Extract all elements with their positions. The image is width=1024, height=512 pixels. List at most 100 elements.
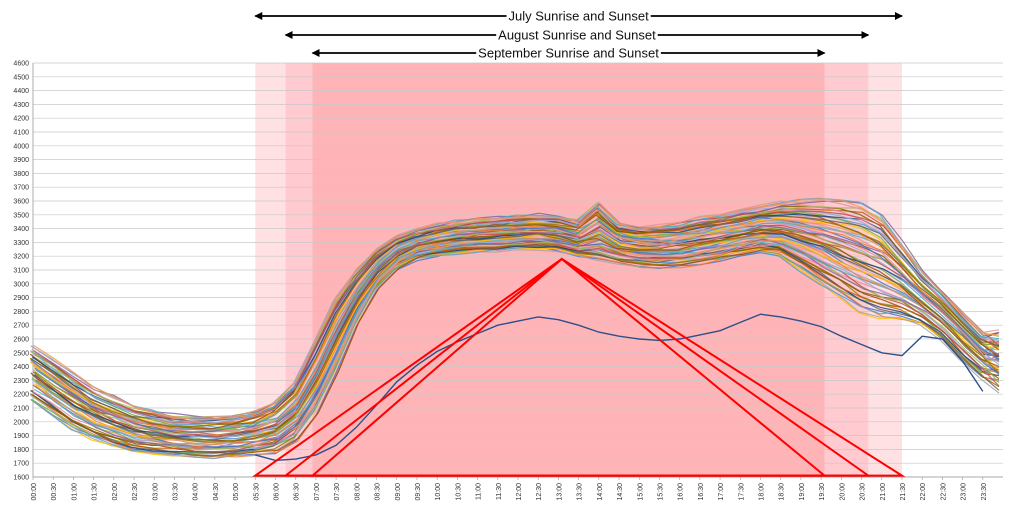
- daily-series-line: [34, 215, 1000, 431]
- annotation-label-3: September Sunrise and Sunset: [478, 46, 659, 61]
- x-tick-label: 20:30: [860, 483, 867, 501]
- sunrise-sunset-annotations: July Sunrise and Sunset August Sunrise an…: [254, 8, 903, 61]
- x-tick-label: 09:30: [415, 483, 422, 501]
- x-tick-label: 05:30: [253, 483, 260, 501]
- daily-series-line: [34, 233, 1000, 448]
- x-tick-label: 06:00: [274, 483, 281, 501]
- solar-triangle-3: [309, 257, 828, 477]
- x-axis: 00:00 00:30 01:00 01:30 02:00 02:30 03:00 03:30…: [31, 477, 988, 501]
- x-tick-label: 08:30: [375, 483, 382, 501]
- x-tick-label: 16:30: [698, 483, 705, 501]
- x-tick-label: 23:30: [981, 483, 988, 501]
- y-tick-label: 3400: [13, 226, 29, 233]
- y-tick-label: 1900: [13, 433, 29, 440]
- x-tick-label: 15:30: [657, 483, 664, 501]
- y-tick-label: 3200: [13, 254, 29, 261]
- x-tick-label: 22:30: [940, 483, 947, 501]
- x-tick-label: 11:30: [496, 483, 503, 500]
- daily-series-line: [31, 228, 1000, 441]
- y-tick-label: 3700: [13, 185, 29, 192]
- y-tick-label: 2900: [13, 295, 29, 302]
- x-tick-label: 23:00: [961, 483, 968, 501]
- x-tick-label: 12:00: [516, 483, 523, 501]
- y-tick-label: 4200: [13, 116, 29, 123]
- y-tick-label: 3500: [13, 212, 29, 219]
- daily-series-line: [29, 212, 1000, 428]
- x-tick-label: 16:00: [678, 483, 685, 501]
- x-tick-label: 01:30: [92, 483, 99, 501]
- x-tick-label: 02:30: [132, 483, 139, 501]
- daily-series-line: [34, 213, 1000, 428]
- y-tick-label: 3000: [13, 281, 29, 288]
- y-tick-label: 3600: [13, 199, 29, 206]
- x-tick-label: 14:30: [617, 483, 624, 501]
- x-tick-label: 21:00: [880, 483, 887, 501]
- x-tick-label: 18:30: [779, 483, 786, 501]
- y-tick-label: 3900: [13, 157, 29, 164]
- daily-series-line: [30, 247, 1000, 460]
- x-tick-label: 17:30: [738, 483, 745, 501]
- x-tick-label: 17:00: [718, 483, 725, 501]
- y-tick-label: 1600: [13, 475, 29, 482]
- x-tick-label: 07:30: [334, 483, 341, 501]
- x-tick-label: 04:30: [213, 483, 220, 501]
- y-tick-label: 4000: [13, 143, 29, 150]
- x-tick-label: 18:00: [759, 483, 766, 501]
- series-lines: [29, 197, 1000, 460]
- x-tick-label: 14:00: [597, 483, 604, 501]
- x-tick-label: 19:00: [799, 483, 806, 501]
- x-tick-label: 21:30: [900, 483, 907, 501]
- x-tick-label: 02:00: [112, 483, 119, 501]
- y-tick-label: 2500: [13, 350, 29, 357]
- annotation-label-2: August Sunrise and Sunset: [498, 28, 656, 43]
- daily-series-line: [32, 199, 1000, 420]
- annotation-label-bg: [506, 8, 651, 23]
- x-tick-label: 03:00: [152, 483, 159, 501]
- daily-series-line: [30, 205, 1000, 424]
- x-tick-label: 19:30: [819, 483, 826, 501]
- x-tick-label: 13:30: [577, 483, 584, 501]
- y-tick-label: 2000: [13, 419, 29, 426]
- annotation-label-bg: [476, 45, 661, 60]
- x-tick-label: 20:00: [839, 483, 846, 501]
- y-tick-label: 2700: [13, 323, 29, 330]
- x-tick-label: 15:00: [637, 483, 644, 501]
- y-tick-label: 1700: [13, 461, 29, 468]
- x-tick-label: 09:00: [395, 483, 402, 501]
- y-tick-label: 4500: [13, 74, 29, 81]
- x-tick-label: 10:00: [435, 483, 442, 501]
- x-tick-label: 08:00: [354, 483, 361, 501]
- daily-series-line: [31, 235, 1000, 445]
- x-tick-label: 04:00: [193, 483, 200, 501]
- y-tick-label: 2600: [13, 337, 29, 344]
- x-tick-label: 06:30: [294, 483, 301, 501]
- x-tick-label: 03:30: [172, 483, 179, 501]
- y-tick-label: 4300: [13, 102, 29, 109]
- y-tick-label: 2200: [13, 392, 29, 399]
- y-tick-label: 3300: [13, 240, 29, 247]
- y-tick-label: 2100: [13, 406, 29, 413]
- x-tick-label: 22:00: [920, 483, 927, 501]
- y-tick-label: 1800: [13, 447, 29, 454]
- y-tick-label: 2300: [13, 378, 29, 385]
- y-tick-label: 4600: [13, 61, 29, 68]
- x-tick-label: 05:00: [233, 483, 240, 501]
- y-tick-label: 4100: [13, 130, 29, 137]
- annotation-label-1: July Sunrise and Sunset: [509, 9, 650, 24]
- y-tick-label: 3800: [13, 171, 29, 178]
- annotation-label-bg: [496, 27, 658, 42]
- x-tick-label: 07:00: [314, 483, 321, 501]
- x-tick-label: 00:00: [31, 483, 38, 501]
- y-tick-label: 3100: [13, 268, 29, 275]
- y-tick-label: 2800: [13, 309, 29, 316]
- daily-series-line: [34, 226, 1000, 438]
- x-tick-label: 13:00: [556, 483, 563, 501]
- x-tick-label: 12:30: [536, 483, 543, 501]
- y-tick-label: 4400: [13, 88, 29, 95]
- x-tick-label: 00:30: [51, 483, 58, 501]
- x-tick-label: 01:00: [71, 483, 78, 501]
- daily-series-line: [33, 198, 1000, 421]
- x-tick-label: 11:00: [476, 483, 483, 500]
